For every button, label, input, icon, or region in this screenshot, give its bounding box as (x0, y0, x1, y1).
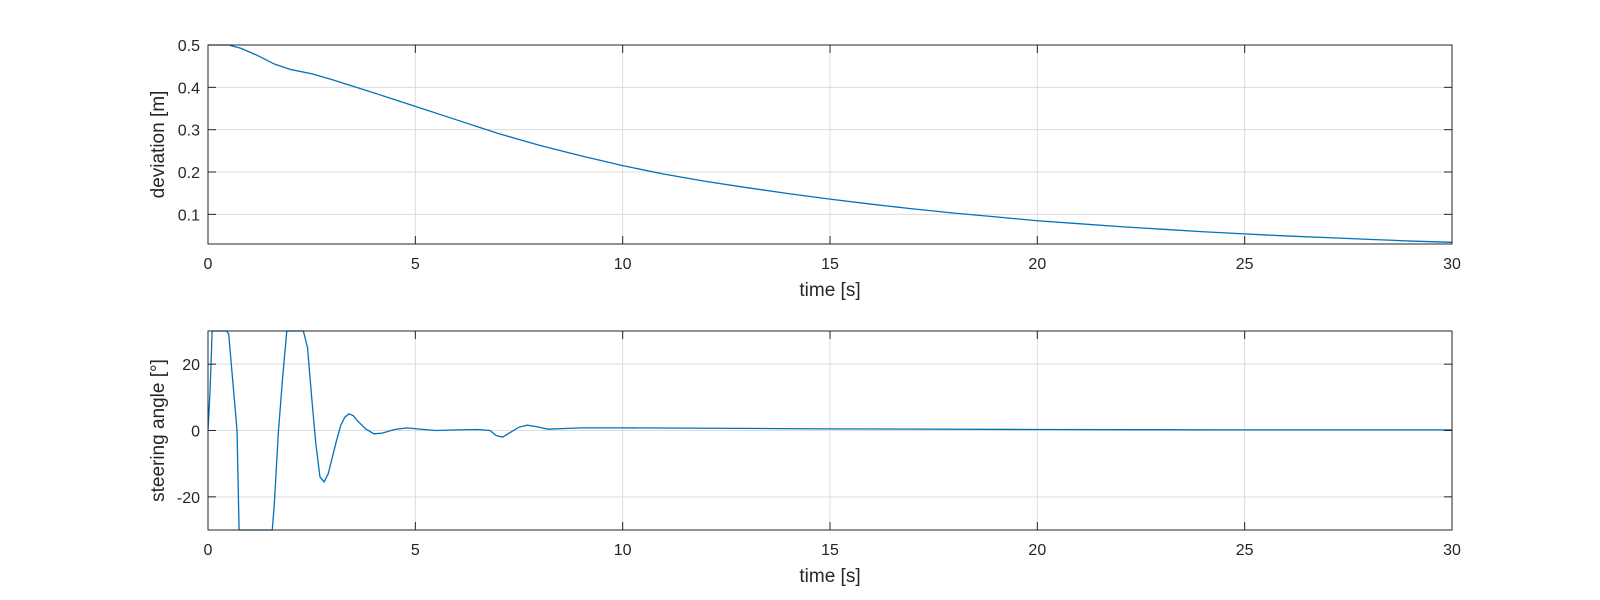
steering-angle-plot: 0 5 10 15 20 25 30 -20 0 20 time [s] steering angle… (148, 330, 1461, 587)
deviation-x-tick-label: 10 (614, 256, 632, 273)
steering-y-axis-label: steering angle [°] (148, 359, 169, 502)
deviation-x-tick-label: 20 (1028, 256, 1046, 273)
steering-y-tick-label: -20 (177, 490, 200, 507)
deviation-y-tick-label: 0.5 (178, 38, 200, 55)
deviation-y-tick-label: 0.4 (178, 80, 200, 97)
steering-y-tick-label: 0 (191, 424, 200, 441)
deviation-y-tick-label: 0.1 (178, 207, 200, 224)
steering-x-tick-label: 20 (1028, 542, 1046, 559)
deviation-x-tick-label: 30 (1443, 256, 1461, 273)
deviation-series-line (208, 44, 1452, 243)
steering-y-tick-label: 20 (182, 357, 200, 374)
deviation-y-tick-label: 0.2 (178, 165, 200, 182)
deviation-x-axis-label: time [s] (799, 280, 860, 301)
steering-x-tick-label: 30 (1443, 542, 1461, 559)
deviation-x-tick-label: 0 (204, 256, 213, 273)
deviation-y-tick-label: 0.3 (178, 123, 200, 140)
steering-series-line (208, 330, 1452, 531)
deviation-x-tick-label: 25 (1236, 256, 1254, 273)
steering-x-tick-label: 25 (1236, 542, 1254, 559)
deviation-x-tick-label: 15 (821, 256, 839, 273)
steering-x-tick-label: 15 (821, 542, 839, 559)
steering-x-tick-label: 0 (204, 542, 213, 559)
deviation-x-tick-label: 5 (411, 256, 420, 273)
deviation-plot: 0 5 10 15 20 25 30 0.1 0.2 0.3 0.4 0.5 time [s] devia… (148, 38, 1461, 301)
steering-x-tick-label: 10 (614, 542, 632, 559)
steering-x-axis-label: time [s] (799, 566, 860, 587)
steering-x-tick-label: 5 (411, 542, 420, 559)
deviation-y-axis-label: deviation [m] (148, 91, 169, 199)
